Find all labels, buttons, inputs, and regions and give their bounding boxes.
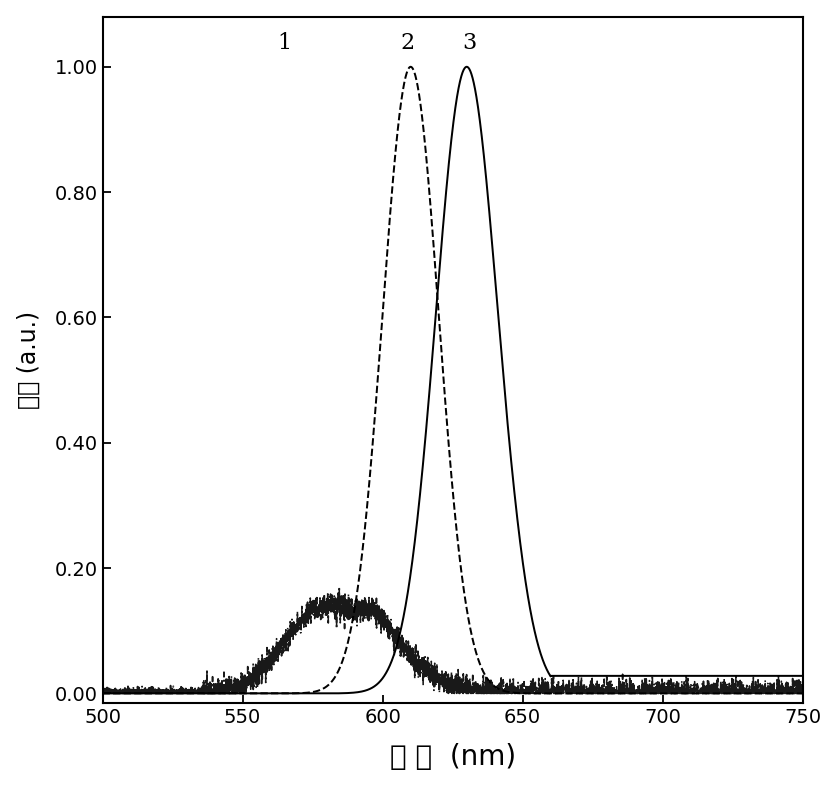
Text: 3: 3 — [463, 32, 477, 54]
Y-axis label: 強度 (a.u.): 強度 (a.u.) — [17, 310, 41, 409]
Text: 2: 2 — [401, 32, 415, 54]
Text: 1: 1 — [277, 32, 292, 54]
X-axis label: 波 长  (nm): 波 长 (nm) — [390, 743, 515, 771]
